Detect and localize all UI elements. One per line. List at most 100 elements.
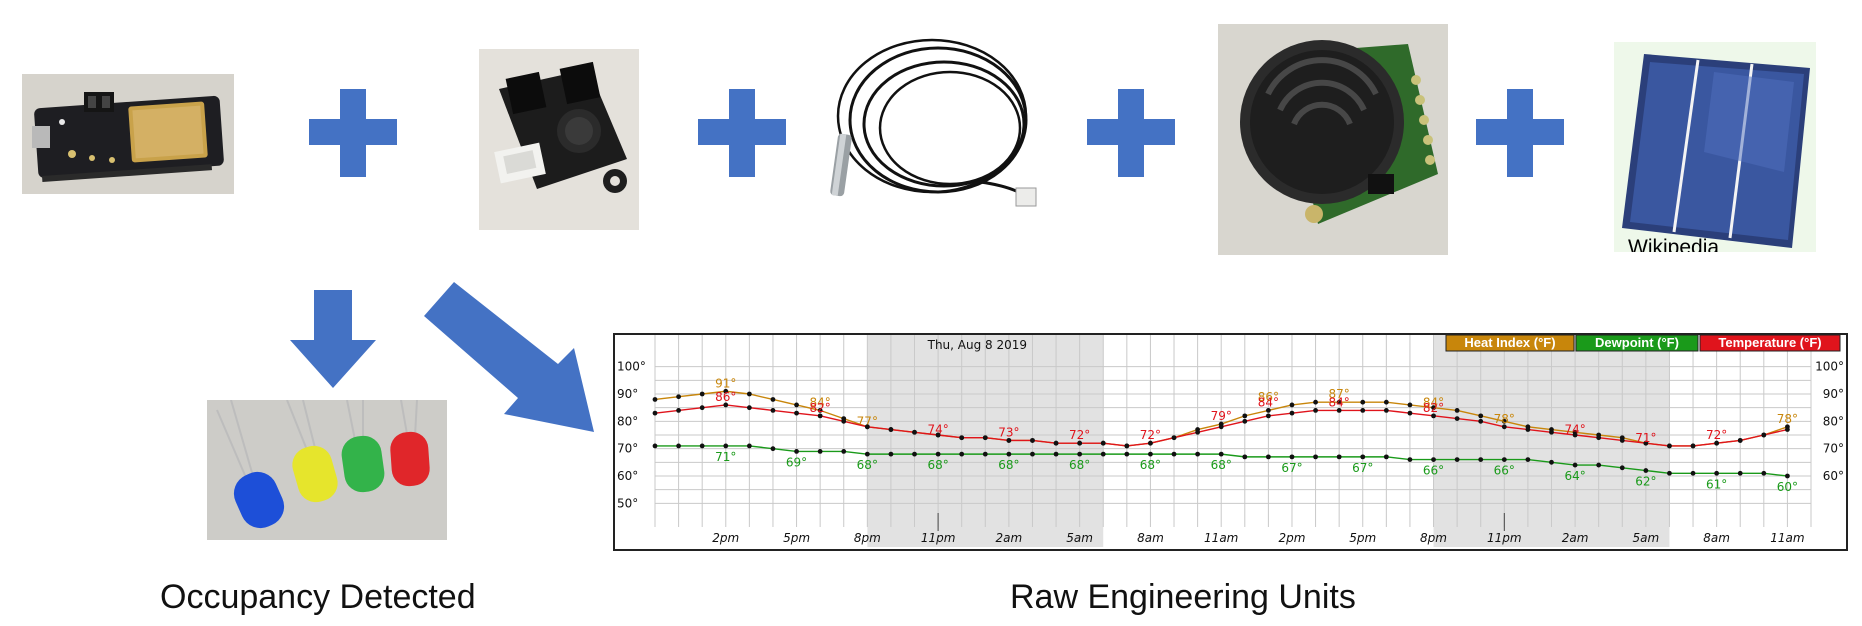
data-point bbox=[1478, 418, 1484, 424]
data-point bbox=[1289, 402, 1295, 408]
led-indicators-photo bbox=[207, 400, 447, 540]
data-label: 73° bbox=[998, 425, 1019, 439]
data-label: 67° bbox=[1281, 461, 1302, 475]
x-tick-label: 11am bbox=[1770, 531, 1804, 545]
data-label: 72° bbox=[1140, 428, 1161, 442]
data-label: 66° bbox=[1423, 464, 1444, 478]
data-point bbox=[1690, 443, 1696, 449]
data-point bbox=[1030, 451, 1035, 457]
x-tick-label: 8am bbox=[1703, 531, 1730, 545]
data-label: 74° bbox=[927, 423, 948, 437]
data-point bbox=[1195, 451, 1201, 457]
data-label: 84° bbox=[810, 395, 831, 409]
data-point bbox=[1761, 470, 1767, 476]
led-indicators-image bbox=[207, 400, 447, 540]
data-point bbox=[723, 443, 729, 449]
data-point bbox=[746, 391, 752, 397]
data-point bbox=[1478, 413, 1484, 419]
data-point bbox=[1619, 465, 1625, 471]
y-tick-label: 100° bbox=[617, 360, 646, 374]
y-tick-label: 50° bbox=[617, 496, 638, 510]
data-point bbox=[1360, 399, 1366, 405]
x-tick-label: 2pm bbox=[1279, 531, 1306, 545]
data-label: 67° bbox=[1352, 461, 1373, 475]
x-tick-label: 5am bbox=[1633, 531, 1660, 545]
x-tick-label: 8am bbox=[1137, 531, 1164, 545]
data-point bbox=[1690, 470, 1696, 476]
data-point bbox=[1737, 438, 1743, 443]
plus-icon bbox=[309, 89, 397, 177]
data-point bbox=[1124, 443, 1130, 449]
data-label: 72° bbox=[1069, 428, 1090, 442]
y-tick-label: 60° bbox=[617, 469, 638, 483]
data-label: 82° bbox=[810, 401, 831, 415]
down-arrow-icon bbox=[290, 290, 376, 388]
data-label: 86° bbox=[1258, 390, 1279, 404]
microcontroller-board-image bbox=[22, 74, 234, 194]
data-point bbox=[1100, 451, 1106, 457]
data-label: 71° bbox=[1635, 431, 1656, 445]
x-tick-label: 2am bbox=[996, 531, 1023, 545]
data-point bbox=[699, 391, 705, 397]
y-tick-label-right: 70° bbox=[1823, 442, 1844, 456]
data-point bbox=[1218, 424, 1224, 430]
x-tick-label: 5am bbox=[1066, 531, 1093, 545]
x-tick-label: 5pm bbox=[1349, 531, 1376, 545]
data-point bbox=[1077, 440, 1083, 446]
microcontroller-board-photo bbox=[22, 74, 234, 194]
data-point bbox=[652, 397, 658, 402]
occupancy-caption: Occupancy Detected bbox=[160, 578, 476, 616]
data-point bbox=[959, 451, 965, 457]
data-point bbox=[1336, 454, 1342, 460]
data-point bbox=[1100, 440, 1106, 446]
data-point bbox=[841, 449, 847, 454]
legend-swatch bbox=[1445, 335, 1575, 352]
data-point bbox=[1454, 416, 1460, 421]
data-point bbox=[1431, 413, 1436, 419]
data-point bbox=[723, 402, 729, 408]
x-tick-label: 2pm bbox=[712, 531, 739, 545]
data-label: 82° bbox=[1423, 401, 1444, 415]
data-label: 91° bbox=[715, 376, 736, 390]
engineering-units-caption: Raw Engineering Units bbox=[1010, 578, 1356, 616]
data-point bbox=[912, 429, 917, 435]
ultrasonic-sensor-photo bbox=[1218, 24, 1448, 255]
weather-chart: Thu, Aug 8 2019 100° 90° 80° 70° 60° 50° 100° 90… bbox=[613, 333, 1848, 551]
plus-icon bbox=[1087, 89, 1175, 177]
data-point bbox=[1148, 451, 1153, 457]
data-point bbox=[1171, 451, 1177, 457]
data-label: 84° bbox=[1258, 395, 1279, 409]
image-credit: Wikipedia bbox=[1628, 236, 1720, 252]
data-point bbox=[676, 443, 681, 449]
data-point bbox=[652, 410, 658, 416]
data-point bbox=[770, 397, 776, 402]
data-point bbox=[1265, 454, 1271, 460]
y-tick-label: 80° bbox=[617, 414, 638, 428]
data-point bbox=[1643, 440, 1649, 446]
data-point bbox=[1289, 410, 1295, 416]
data-label: 60° bbox=[1777, 480, 1798, 494]
x-tick-label: 2am bbox=[1562, 531, 1589, 545]
data-point bbox=[794, 410, 799, 416]
data-point bbox=[1053, 451, 1059, 457]
weather-chart-svg: Thu, Aug 8 2019 100° 90° 80° 70° 60° 50° 100° 90… bbox=[617, 335, 1844, 547]
data-point bbox=[1218, 451, 1224, 457]
data-point bbox=[676, 394, 681, 400]
data-point bbox=[1785, 427, 1790, 432]
data-label: 71° bbox=[715, 450, 736, 464]
data-point bbox=[1313, 399, 1318, 405]
data-point bbox=[1336, 408, 1342, 413]
data-point bbox=[1549, 429, 1554, 435]
y-tick-label-right: 100° bbox=[1815, 360, 1844, 374]
data-point bbox=[1572, 462, 1578, 468]
data-label: 79° bbox=[1211, 409, 1232, 423]
data-point bbox=[888, 451, 894, 457]
data-point bbox=[770, 446, 776, 452]
plus-icon bbox=[698, 89, 786, 177]
data-label: 68° bbox=[1069, 458, 1090, 472]
data-point bbox=[982, 435, 988, 441]
data-point bbox=[1336, 399, 1342, 405]
data-point bbox=[959, 435, 965, 441]
plus-icon bbox=[1476, 89, 1564, 177]
data-point bbox=[1171, 435, 1177, 441]
